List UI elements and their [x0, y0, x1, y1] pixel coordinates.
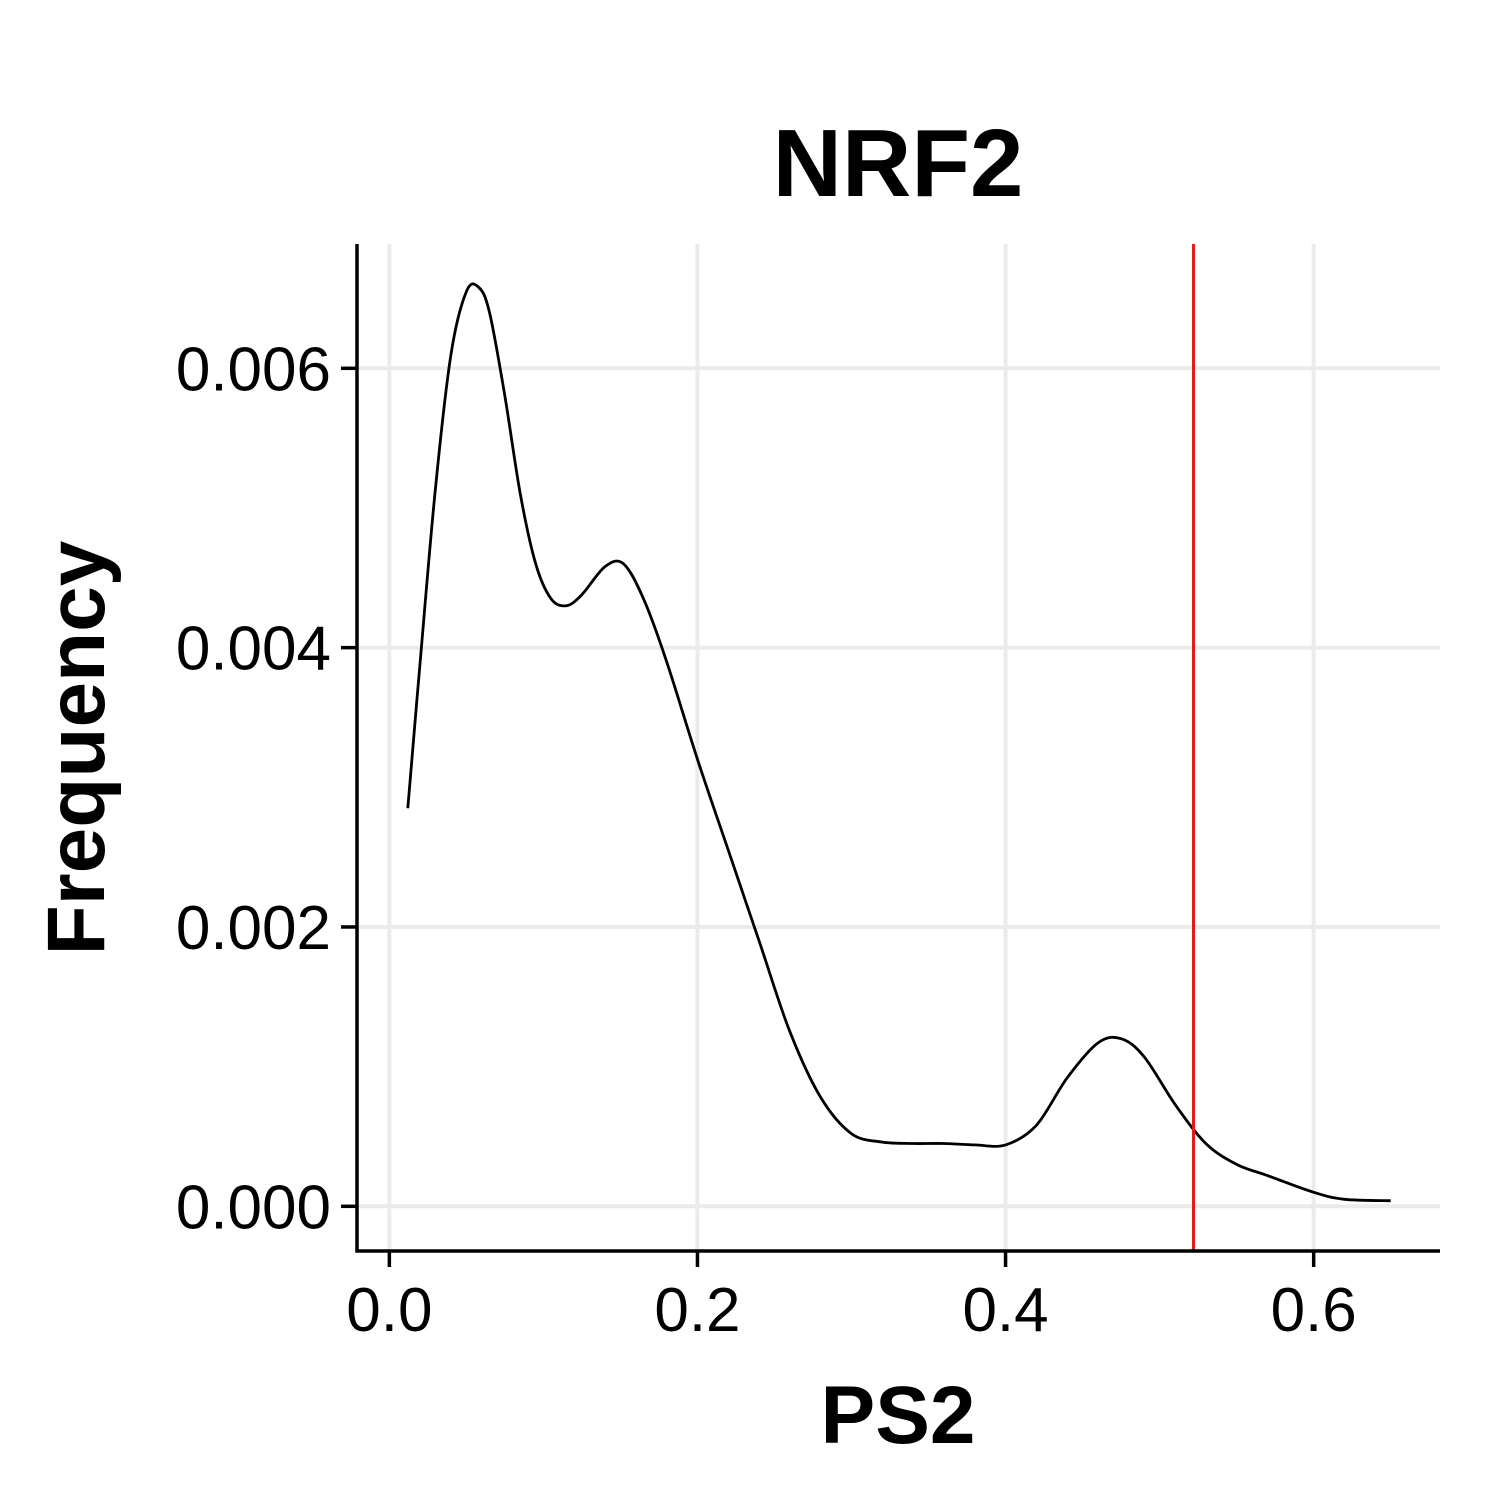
plot-area: [406, 244, 1391, 1251]
chart-title: NRF2: [773, 110, 1024, 217]
x-axis-title: PS2: [821, 1370, 976, 1461]
density-line: [406, 282, 1391, 1203]
x-tick-label: 0.2: [654, 1276, 740, 1345]
x-tick-label: 0.0: [346, 1276, 432, 1345]
y-tick-label: 0.004: [176, 615, 331, 684]
y-axis-title: Frequency: [31, 540, 122, 955]
grid: [357, 244, 1440, 1251]
y-tick-label: 0.006: [176, 335, 331, 404]
x-tick-label: 0.4: [962, 1276, 1048, 1345]
axes: 0.0 0.2 0.4 0.6 0.000 0.002 0.004 0.006: [176, 244, 1440, 1345]
x-tick-label: 0.6: [1271, 1276, 1357, 1345]
y-tick-label: 0.002: [176, 894, 331, 963]
y-tick-label: 0.000: [176, 1173, 331, 1242]
